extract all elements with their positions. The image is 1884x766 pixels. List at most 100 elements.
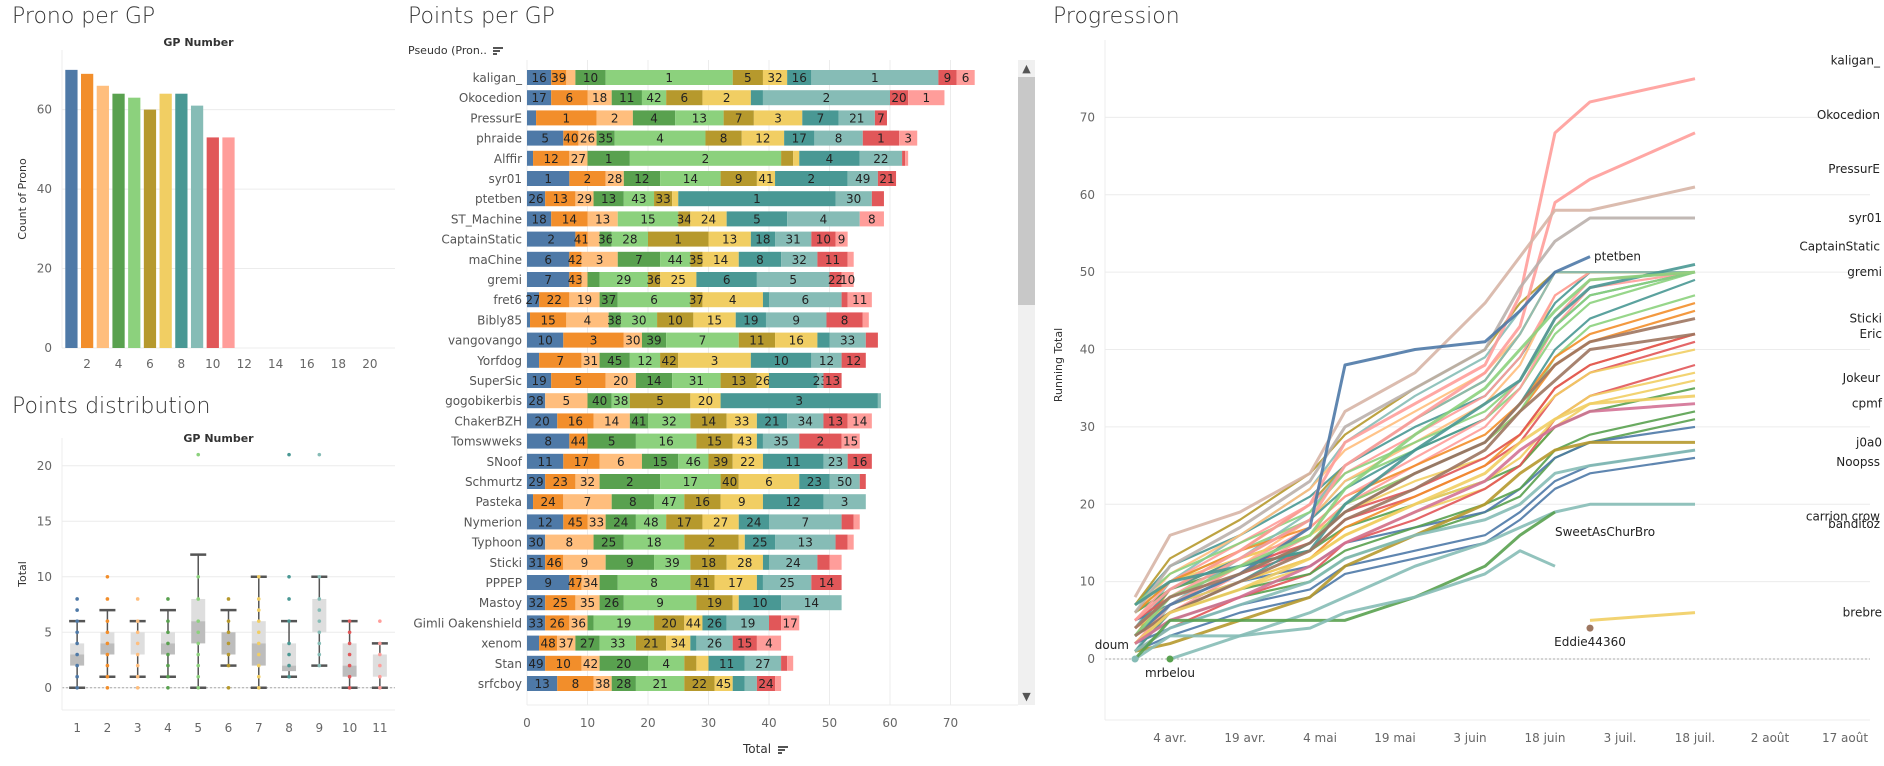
points-header[interactable]: Pseudo (Pron.. (408, 44, 504, 57)
segment-rank-label: 13 (722, 233, 737, 247)
prono-y-axis-title: Count of Prono (16, 158, 29, 240)
segment-rank-label: 34 (671, 637, 686, 651)
box-point (347, 630, 352, 635)
box-lower (100, 643, 115, 655)
segment-rank-label: 27 (571, 152, 586, 166)
segment-rank-label: 18 (592, 91, 607, 105)
box-point (317, 652, 322, 657)
segment-rank-label: 8 (629, 495, 637, 509)
segment-rank-label: 9 (544, 576, 552, 590)
points-segment (660, 171, 721, 186)
segment-rank-label: 44 (571, 435, 586, 449)
points-segment (581, 655, 600, 671)
segment-rank-label: 48 (643, 515, 658, 529)
points-segment (750, 352, 812, 368)
points-segment (575, 474, 600, 489)
total-axis-sort[interactable]: Total (743, 742, 788, 756)
points-segment (811, 352, 842, 368)
segment-rank-label: 22 (828, 273, 843, 287)
box-point (226, 663, 231, 668)
prono-x-tick: 18 (331, 357, 346, 371)
sort-icon[interactable] (777, 745, 788, 755)
box-point (75, 630, 79, 635)
points-segment (527, 312, 531, 328)
segment-rank-label: 16 (852, 455, 867, 469)
segment-rank-label: 37 (689, 293, 704, 307)
points-segment (635, 433, 697, 449)
points-scrollbar[interactable]: ▲ ▼ (1018, 60, 1035, 705)
segment-rank-label: 27 (580, 637, 595, 651)
segment-rank-label: 17 (792, 132, 807, 146)
segment-rank-label: 24 (541, 495, 556, 509)
segment-rank-label: 47 (662, 495, 677, 509)
box-point (287, 452, 291, 457)
series-label: Noopss (1836, 455, 1880, 469)
segment-rank-label: 35 (773, 435, 788, 449)
points-segment (702, 514, 739, 530)
points-segment (527, 655, 546, 671)
points-segment (623, 534, 685, 550)
segment-rank-label: 1 (674, 233, 682, 247)
segment-rank-label: 16 (659, 435, 674, 449)
points-segment (660, 352, 679, 368)
box-point (105, 574, 110, 579)
box-point (105, 641, 110, 646)
prog-x-tick: 2 août (1751, 731, 1790, 745)
segment-rank-label: 23 (807, 475, 822, 489)
points-segment (814, 130, 863, 146)
points-segment (762, 554, 769, 570)
segment-rank-label: 32 (528, 596, 543, 610)
scroll-up-arrow[interactable]: ▲ (1022, 62, 1031, 75)
points-segment (756, 171, 776, 186)
points-segment (527, 676, 558, 691)
segment-rank-label: 15 (707, 313, 722, 327)
points-segment (545, 554, 564, 570)
points-segment (545, 474, 576, 489)
box-point (256, 608, 261, 612)
segment-rank-label: 14 (804, 596, 819, 610)
points-segment (762, 90, 890, 106)
box-point (105, 630, 110, 635)
row-label: SNoof (486, 455, 522, 469)
segment-rank-label: 3 (596, 253, 604, 267)
points-segment (527, 595, 546, 611)
segment-rank-label: 8 (650, 576, 658, 590)
points-segment (690, 251, 703, 267)
segment-rank-label: 2 (723, 91, 731, 105)
sort-icon[interactable] (493, 46, 504, 56)
points-x-tick: 30 (701, 716, 716, 730)
points-per-gp-title: Points per GP (408, 4, 555, 29)
points-segment (611, 393, 630, 409)
segment-rank-label: 5 (753, 212, 761, 226)
segment-rank-label: 29 (577, 192, 592, 206)
points-segment (890, 90, 909, 106)
box-point (196, 641, 201, 646)
segment-rank-label: 17 (531, 91, 546, 105)
scroll-down-arrow[interactable]: ▼ (1022, 690, 1031, 703)
points-segment (726, 211, 788, 227)
segment-rank-label: 27 (755, 657, 770, 671)
box-point (166, 619, 170, 623)
row-label: CaptainStatic (441, 233, 522, 247)
box-point (378, 685, 382, 690)
segment-rank-label: 16 (695, 495, 710, 509)
points-segment (641, 453, 679, 469)
prog-y-tick: 0 (1087, 652, 1095, 666)
segment-rank-label: 4 (820, 212, 828, 226)
prono-y-tick: 40 (37, 182, 52, 196)
points-segment (762, 494, 824, 510)
points-segment (672, 373, 721, 388)
points-segment (545, 655, 582, 671)
points-segment (732, 635, 757, 651)
scroll-thumb[interactable] (1018, 77, 1035, 305)
row-label: SuperSic (469, 374, 522, 388)
segment-rank-label: 45 (607, 354, 622, 368)
segment-rank-label: 26 (580, 132, 595, 146)
segment-rank-label: 39 (665, 556, 680, 570)
points-segment (581, 272, 588, 287)
segment-rank-label: 37 (559, 637, 574, 651)
row-label: ChakerBZH (454, 414, 522, 428)
segment-rank-label: 32 (662, 414, 677, 428)
row-label: PressurE (470, 111, 522, 125)
prono-x-tick: 8 (178, 357, 186, 371)
